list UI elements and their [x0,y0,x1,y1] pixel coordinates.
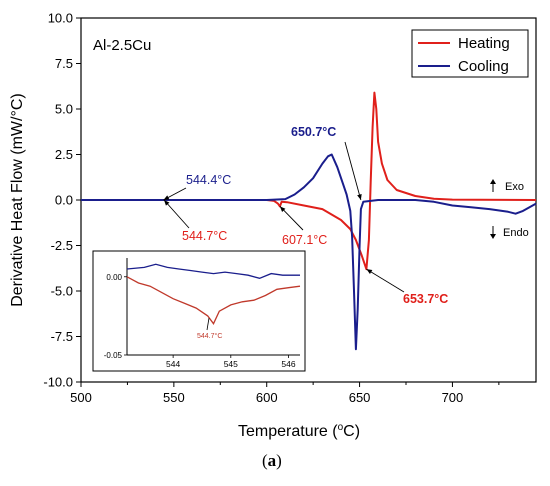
x-axis-label-sup: o [338,422,344,433]
endo-arrowhead-icon [490,234,496,239]
exo-label: Exo [505,181,524,193]
y-tick-label: -2.5 [51,238,73,253]
x-tick-label: 500 [70,390,92,405]
y-tick-label: 7.5 [55,56,73,71]
annotation-label: 653.7°C [403,292,448,306]
annotation-arrowhead-icon [366,269,373,275]
annotations: 544.4°C 544.7°C 607.1°C 650.7°C 653.7°C [163,125,448,306]
inset-series-line-cooling [126,263,300,279]
y-tick-label: -10.0 [43,375,73,390]
caption-close: ) [276,451,282,470]
annotation-arrowhead-icon [164,200,170,206]
legend: Heating Cooling [411,29,529,78]
sample-label: Al-2.5Cu [93,37,151,54]
inset-border [92,250,306,372]
legend-box [411,29,529,78]
inset-x-tick-label: 545 [224,359,238,369]
inset-annotation-leader [206,317,210,331]
annotation-leader [366,268,405,293]
annotation-arrowhead-icon [163,195,170,200]
inset-x-tick-label: 544 [166,359,180,369]
inset-y-tick-label: -0.05 [104,351,123,360]
legend-label-heating: Heating [458,35,510,52]
annotation-arrowhead-icon [357,194,362,200]
inset-annotation: 544.7°C [197,332,222,340]
annotation-label: 650.7°C [291,125,336,139]
annotation-label: 544.4°C [186,173,231,187]
y-tick-label: -7.5 [51,329,73,344]
y-tick-label: -5.0 [51,284,73,299]
endo-label: Endo [503,227,529,239]
annotation-leader [344,141,362,201]
inset-ticks: 544 545 546 0.00 -0.05 [104,273,296,369]
x-axis-label: Temperature (oC) [238,422,360,440]
x-axis-label-end: C) [343,423,360,440]
x-tick-label: 600 [256,390,278,405]
y-tick-label: 2.5 [55,147,73,162]
x-axis-label-main: Temperature ( [238,423,338,440]
figure-caption: (a) [262,451,282,470]
caption-open: ( [262,451,268,470]
y-tick-label: 10.0 [48,11,73,26]
annotation-label: 607.1°C [282,233,327,247]
x-tick-label: 550 [163,390,185,405]
y-axis-label: Derivative Heat Flow (mW/°C) [9,93,26,307]
y-tick-label: 5.0 [55,102,73,117]
inset-plot: 544 545 546 0.00 -0.05 544.7°C [92,250,306,372]
inset-series [126,263,301,325]
x-tick-label: 700 [442,390,464,405]
annotation-arrowhead-icon [279,206,286,212]
caption-letter: a [268,451,277,470]
x-tick-label: 650 [349,390,371,405]
inset-series-line-heating [126,276,301,325]
series-group [81,91,537,351]
inset-y-tick-label: 0.00 [106,273,122,282]
inset-x-tick-label: 546 [281,359,295,369]
legend-label-cooling: Cooling [458,58,509,75]
annotation-leader [163,199,190,229]
direction-indicator: Exo Endo [490,179,529,239]
annotation-label: 544.7°C [182,229,227,243]
series-line-cooling [81,153,537,351]
exo-arrowhead-icon [490,179,496,184]
axis-ticks: 500 550 600 650 700 10.0 7.5 5.0 2.5 0.0 -2.5 -5.0 -… [43,11,500,405]
y-tick-label: 0.0 [55,193,73,208]
